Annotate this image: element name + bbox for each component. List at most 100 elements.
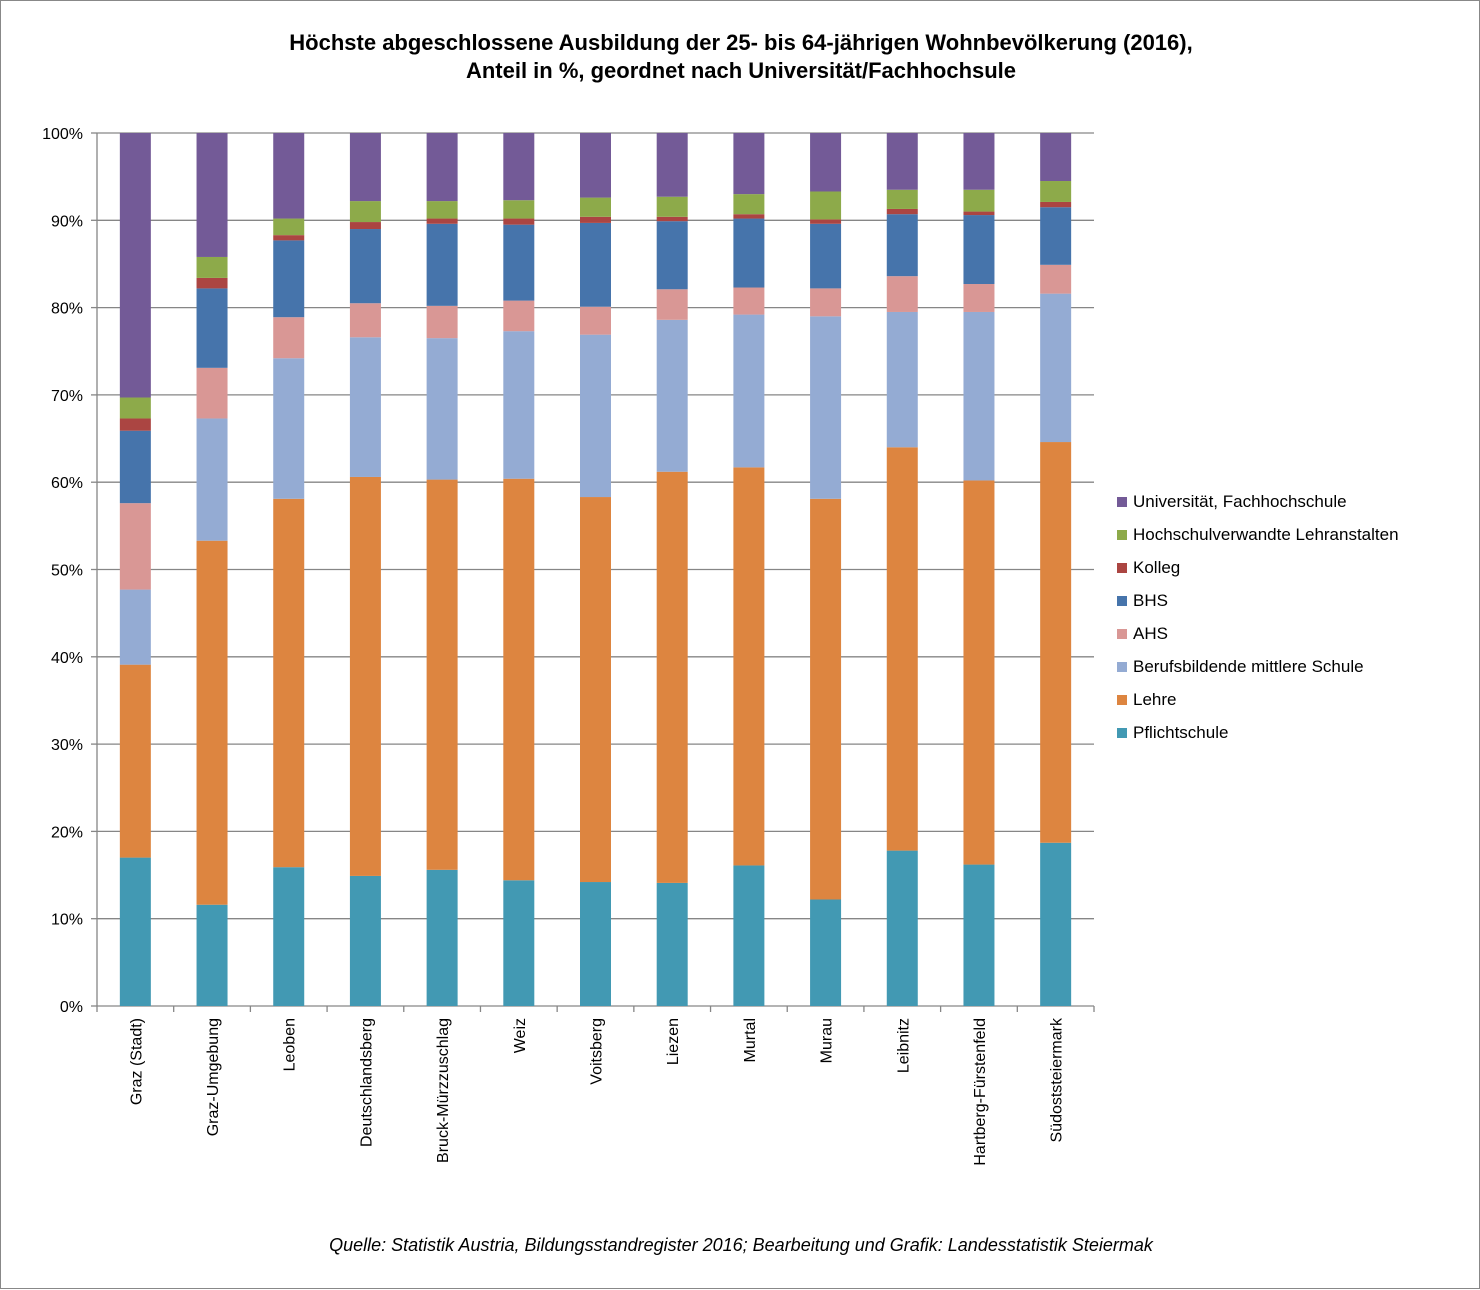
bar-segment [656, 221, 688, 290]
bar-segment [426, 479, 458, 870]
bar-segment [273, 240, 305, 318]
bar-segment [656, 133, 688, 197]
y-tick-label: 100% [42, 126, 83, 143]
bar-segment [273, 133, 305, 219]
bar-segment [503, 224, 535, 301]
legend-label: Kolleg [1133, 557, 1181, 577]
bar-segment [886, 214, 918, 277]
bar-segment [349, 875, 381, 1006]
y-tick-label: 40% [51, 650, 83, 667]
legend: Universität, Fachhochschule Hochschulverw… [1117, 485, 1399, 749]
bar-segment [273, 867, 305, 1006]
legend-swatch [1117, 661, 1127, 672]
bar-segment [119, 397, 151, 419]
bar-segment [426, 218, 458, 224]
x-category-label: Voitsberg [589, 1018, 606, 1085]
bar-segment [733, 865, 765, 1006]
bar-segment [1040, 133, 1072, 182]
bar-segment [349, 337, 381, 477]
x-category-label: Murtal [742, 1018, 759, 1062]
bar-segment [656, 882, 688, 1006]
bar-segment [733, 214, 765, 219]
bar-segment [503, 133, 535, 201]
x-category-label: Murau [819, 1018, 836, 1063]
bar-segment [426, 869, 458, 1006]
chart-title: Höchste abgeschlossene Ausbildung der 25… [161, 29, 1321, 85]
legend-item: Lehre [1117, 683, 1399, 716]
bar-segment [119, 418, 151, 431]
legend-label: Lehre [1133, 689, 1177, 709]
bar-segment [733, 287, 765, 315]
bar-segment [349, 229, 381, 304]
bar-segment [1040, 207, 1072, 265]
y-tick-label: 70% [51, 388, 83, 405]
legend-label: AHS [1133, 623, 1168, 643]
chart-title-line-2: Anteil in %, geordnet nach Universität/F… [465, 58, 1017, 83]
bar-segment [886, 133, 918, 190]
bar-segment [503, 200, 535, 219]
bar-segment [810, 133, 842, 192]
y-tick-label: 0% [60, 999, 83, 1016]
y-tick-label: 10% [51, 912, 83, 929]
bar-segment [886, 850, 918, 1006]
bar-segment [273, 498, 305, 868]
bar-segment [1040, 264, 1072, 294]
y-tick-label: 80% [51, 301, 83, 318]
x-category-label: Graz-Umgebung [205, 1018, 222, 1136]
legend-label: BHS [1133, 590, 1168, 610]
bar-segment [196, 288, 228, 368]
bar-segment [963, 211, 995, 216]
x-category-label: Bruck-Mürzzuschlag [435, 1018, 452, 1163]
bar-segment [810, 316, 842, 499]
legend-swatch [1117, 496, 1127, 507]
bar-segment [503, 218, 535, 225]
y-tick-label: 60% [51, 475, 83, 492]
legend-swatch [1117, 727, 1127, 738]
bar-segment [963, 189, 995, 212]
bar-segment [349, 476, 381, 876]
bar-segment [196, 133, 228, 257]
bar-segment [1040, 181, 1072, 202]
bar-segment [963, 311, 995, 481]
bar-segment [656, 289, 688, 320]
x-category-label: Graz (Stadt) [128, 1018, 145, 1105]
bar-segment [196, 277, 228, 289]
bar-segment [810, 288, 842, 317]
bar-segment [580, 222, 611, 307]
bar-segment [963, 215, 995, 285]
x-category-label: Weiz [512, 1018, 529, 1053]
bar-segment [273, 218, 305, 236]
bar-segment [1040, 293, 1072, 443]
y-tick-label: 20% [51, 824, 83, 841]
bar-segment [503, 880, 535, 1006]
bar-segment [810, 899, 842, 1006]
legend-item: Universität, Fachhochschule [1117, 485, 1399, 518]
bar-segment [426, 338, 458, 480]
bar-segment [886, 447, 918, 851]
legend-label: Berufsbildende mittlere Schule [1133, 656, 1364, 676]
bar-segment [349, 303, 381, 338]
bar-segment [963, 133, 995, 190]
y-tick-label: 50% [51, 563, 83, 580]
x-category-label: Leibnitz [895, 1018, 912, 1073]
bar-segment [886, 311, 918, 448]
x-category-label: Südoststeiermark [1049, 1017, 1066, 1142]
bar-segment [119, 589, 151, 665]
bar-segment [963, 864, 995, 1006]
bar-segment [963, 284, 995, 312]
bar-segment [1040, 442, 1072, 843]
bar-segment [580, 497, 611, 883]
legend-label: Universität, Fachhochschule [1133, 491, 1347, 511]
bar-segment [886, 189, 918, 209]
legend-item: Pflichtschule [1117, 716, 1399, 749]
bar-segment [580, 882, 611, 1006]
y-tick-label: 90% [51, 213, 83, 230]
bar-segment [349, 201, 381, 223]
bar-segment [119, 857, 151, 1006]
bar-segment [656, 471, 688, 883]
bar-segment [426, 223, 458, 306]
bar-segment [196, 904, 228, 1006]
bar-segment [503, 478, 535, 881]
